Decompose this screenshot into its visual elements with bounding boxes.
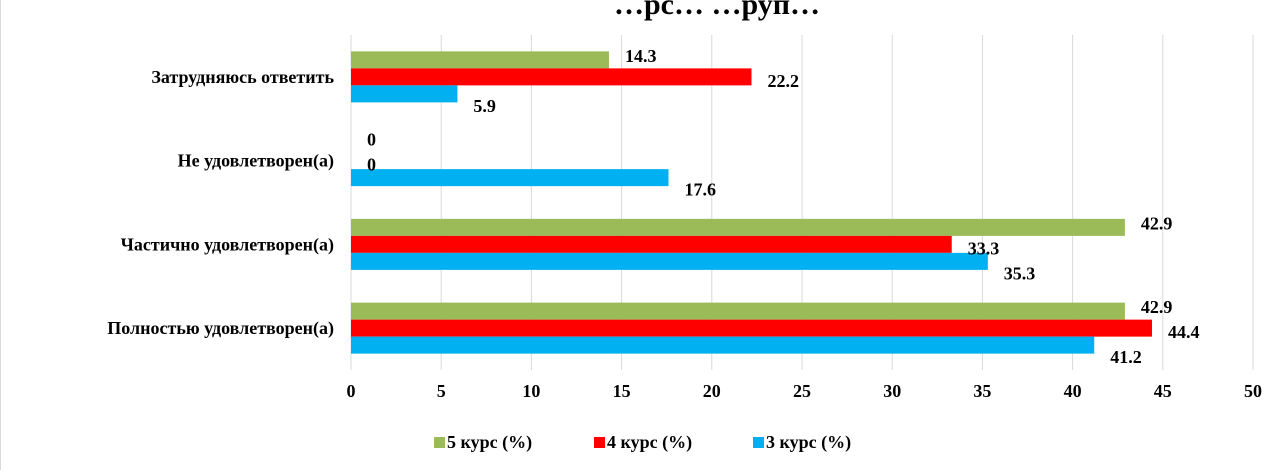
x-tick-label-20: 20 [703, 381, 721, 401]
x-tick-label-50: 50 [1244, 381, 1262, 401]
data-label-3-курс-0: 5.9 [473, 96, 496, 116]
category-labels: Затрудняюсь ответить Не удовлетворен(а) Ча… [107, 67, 334, 339]
x-tick-label-35: 35 [973, 381, 991, 401]
x-axis-ticks: 0 5 10 15 20 25 30 35 40 45 50 [347, 381, 1263, 401]
category-label-0: Затрудняюсь ответить [151, 67, 334, 87]
legend-swatch-5-курс [434, 437, 445, 448]
data-label-5-курс-1: 0 [367, 130, 376, 150]
x-tick-label-0: 0 [347, 381, 356, 401]
bar-3-курс-1 [351, 169, 669, 187]
bar-3-курс-3 [351, 336, 1095, 354]
data-label-5-курс-0: 14.3 [625, 46, 657, 66]
bar-4-курс-2 [351, 235, 952, 253]
data-label-3-курс-1: 17.6 [685, 180, 717, 200]
chart-title: …рс… …руп… [614, 0, 820, 21]
x-tick-label-5: 5 [437, 381, 446, 401]
legend-swatch-3-курс [753, 437, 764, 448]
legend: 5 курс (%) 4 курс (%) 3 курс (%) [434, 432, 851, 453]
data-label-3-курс-2: 35.3 [1004, 263, 1036, 283]
legend-label-3-курс: 3 курс (%) [766, 432, 851, 453]
data-label-5-курс-3: 42.9 [1141, 297, 1173, 317]
legend-label-4-курс: 4 курс (%) [607, 432, 692, 453]
bar-4-курс-3 [351, 319, 1152, 337]
data-label-4-курс-1: 0 [367, 155, 376, 175]
category-label-3: Полностью удовлетворен(а) [107, 318, 334, 339]
bar-5-курс-2 [351, 218, 1125, 236]
data-label-3-курс-3: 41.2 [1110, 347, 1142, 367]
bar-3-курс-2 [351, 252, 988, 270]
data-label-4-курс-0: 22.2 [767, 71, 799, 91]
legend-label-5-курс: 5 курс (%) [447, 432, 532, 453]
bar-3-курс-0 [351, 85, 458, 103]
bars [351, 51, 1152, 354]
x-tick-label-10: 10 [522, 381, 540, 401]
data-labels: 14.3 22.2 5.9 0 0 17.6 42.9 33.335.3 42.9 44.4 41.… [367, 46, 1199, 367]
data-label-4-курс-2: 33.3 [968, 238, 1000, 258]
data-label-5-курс-2: 42.9 [1141, 213, 1173, 233]
x-tick-label-40: 40 [1064, 381, 1082, 401]
x-tick-label-45: 45 [1154, 381, 1172, 401]
category-label-1: Не удовлетворен(а) [178, 151, 334, 172]
legend-swatch-4-курс [594, 437, 605, 448]
bar-4-курс-0 [351, 68, 752, 86]
x-tick-label-15: 15 [613, 381, 631, 401]
bar-5-курс-0 [351, 51, 609, 69]
x-tick-label-25: 25 [793, 381, 811, 401]
x-tick-label-30: 30 [883, 381, 901, 401]
bar-5-курс-3 [351, 302, 1125, 320]
category-label-2: Частично удовлетворен(а) [121, 234, 334, 255]
data-label-4-курс-3: 44.4 [1168, 322, 1200, 342]
